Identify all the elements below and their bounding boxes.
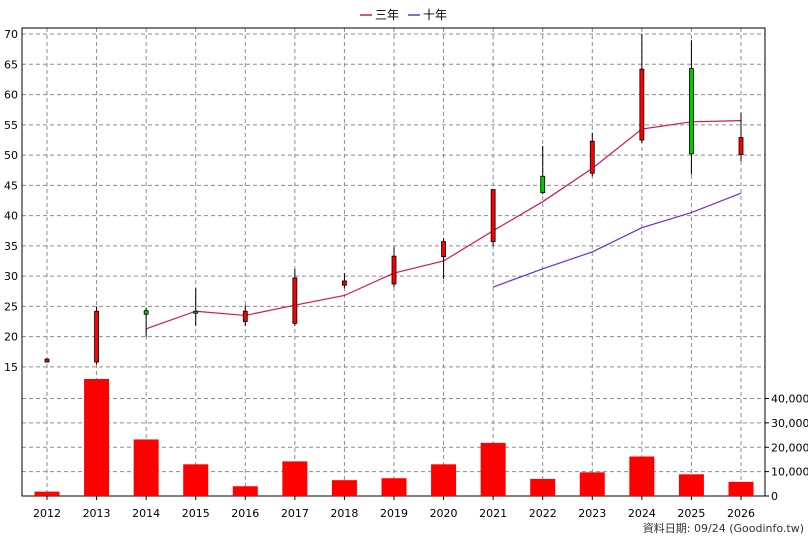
x-tick-label: 2020 bbox=[430, 507, 458, 520]
volume-tick-label: 0 bbox=[771, 490, 778, 503]
legend-label: 十年 bbox=[423, 8, 447, 22]
volume-bar bbox=[480, 442, 506, 496]
x-tick-label: 2026 bbox=[727, 507, 755, 520]
candle-body bbox=[540, 175, 546, 194]
x-tick-label: 2018 bbox=[330, 507, 358, 520]
volume-bar bbox=[530, 478, 556, 496]
volume-bar bbox=[84, 379, 110, 496]
volume-bar bbox=[728, 481, 754, 496]
price-tick-label: 60 bbox=[4, 89, 18, 102]
price-tick-label: 65 bbox=[4, 58, 18, 71]
candle-body bbox=[490, 189, 496, 243]
price-tick-label: 50 bbox=[4, 149, 18, 162]
candle-body bbox=[242, 310, 248, 322]
x-tick-label: 2013 bbox=[83, 507, 111, 520]
x-tick-label: 2025 bbox=[677, 507, 705, 520]
price-tick-label: 30 bbox=[4, 270, 18, 283]
price-tick-label: 70 bbox=[4, 28, 18, 41]
candle-body bbox=[441, 241, 446, 258]
tick-labels: 152025303540455055606570010,00020,00030,… bbox=[4, 28, 808, 520]
volume-tick-label: 30,000 bbox=[771, 417, 808, 430]
candle-body bbox=[94, 310, 99, 363]
price-tick-label: 55 bbox=[4, 119, 18, 132]
x-tick-label: 2022 bbox=[529, 507, 557, 520]
legend-label: 三年 bbox=[375, 8, 399, 22]
volume-bars bbox=[34, 379, 754, 496]
candle-body bbox=[193, 310, 199, 314]
x-tick-label: 2021 bbox=[479, 507, 507, 520]
volume-tick-label: 40,000 bbox=[771, 393, 808, 406]
x-tick-label: 2015 bbox=[182, 507, 210, 520]
price-tick-label: 25 bbox=[4, 300, 18, 313]
price-tick-label: 40 bbox=[4, 210, 18, 223]
candle-body bbox=[342, 280, 347, 286]
volume-bar bbox=[282, 461, 308, 496]
candle-body bbox=[391, 255, 397, 285]
candle-body bbox=[292, 277, 298, 324]
volume-tick-label: 10,000 bbox=[771, 466, 808, 479]
volume-bar bbox=[579, 472, 605, 496]
volume-bar bbox=[629, 456, 655, 496]
candles bbox=[44, 34, 744, 365]
source-label: 資料日期: 09/24 (Goodinfo.tw) bbox=[643, 521, 804, 535]
candle-body bbox=[143, 310, 149, 315]
x-tick-label: 2014 bbox=[132, 507, 160, 520]
volume-bar bbox=[678, 474, 704, 496]
volume-bar bbox=[34, 491, 60, 496]
volume-bar bbox=[331, 480, 357, 496]
x-tick-label: 2012 bbox=[33, 507, 61, 520]
x-tick-label: 2024 bbox=[628, 507, 656, 520]
price-tick-label: 20 bbox=[4, 331, 18, 344]
volume-bar bbox=[183, 464, 209, 496]
series-line bbox=[492, 192, 742, 288]
volume-tick-label: 20,000 bbox=[771, 441, 808, 454]
x-tick-label: 2023 bbox=[578, 507, 606, 520]
legend: 三年 十年 bbox=[360, 8, 447, 22]
candle-body bbox=[689, 68, 694, 155]
volume-bar bbox=[133, 439, 159, 496]
volume-bar bbox=[381, 478, 407, 496]
price-tick-label: 45 bbox=[4, 179, 18, 192]
candle-body bbox=[44, 358, 50, 363]
x-tick-label: 2017 bbox=[281, 507, 309, 520]
x-tick-label: 2016 bbox=[231, 507, 259, 520]
price-tick-label: 15 bbox=[4, 361, 18, 374]
x-tick-label: 2019 bbox=[380, 507, 408, 520]
volume-bar bbox=[232, 486, 258, 496]
candle-body bbox=[589, 140, 595, 174]
candle-body bbox=[639, 68, 645, 141]
price-tick-label: 35 bbox=[4, 240, 18, 253]
candle-body bbox=[738, 137, 744, 155]
volume-bar bbox=[431, 464, 457, 496]
